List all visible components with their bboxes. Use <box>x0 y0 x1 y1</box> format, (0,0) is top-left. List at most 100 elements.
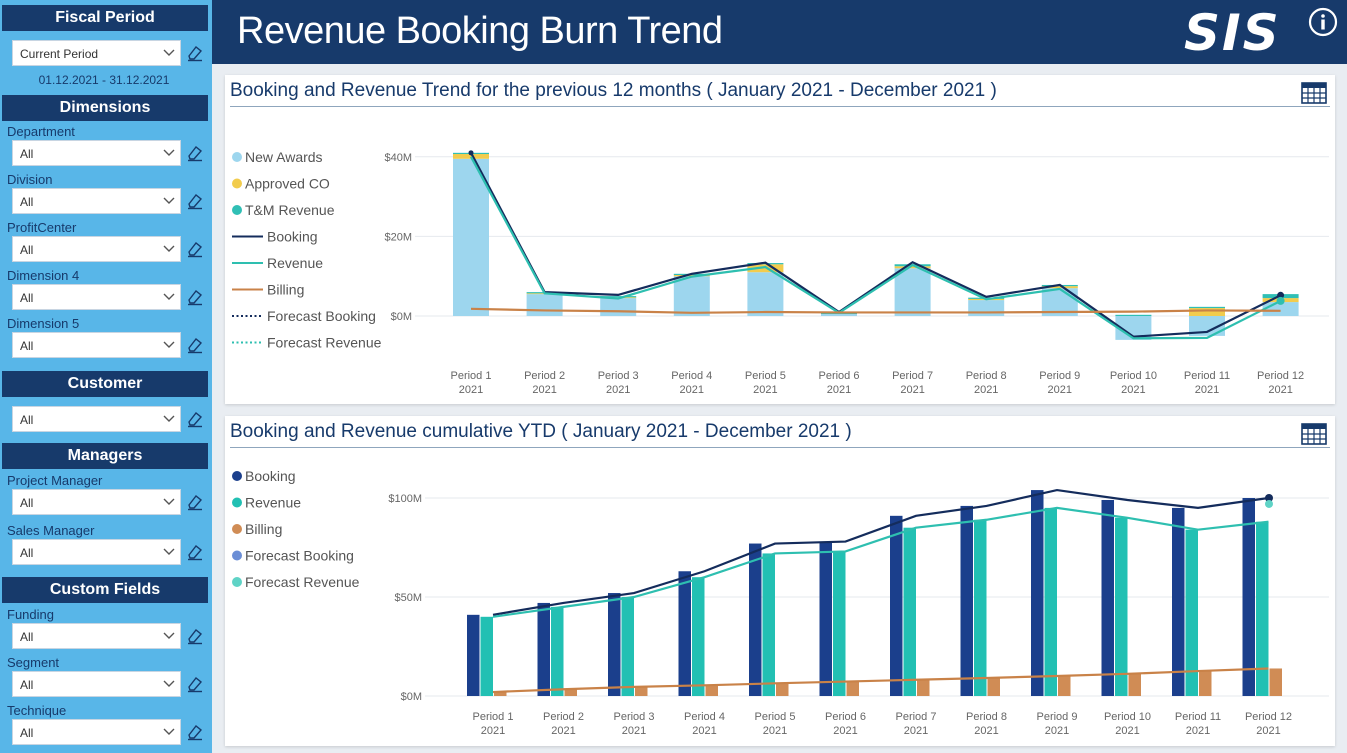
bar-booking <box>1031 490 1044 696</box>
bar-new-awards <box>821 314 857 316</box>
clear-filter-eraser-icon[interactable] <box>186 627 204 645</box>
legend-forecast-booking: Forecast Booking <box>267 308 376 324</box>
legend-approved-co: Approved CO <box>245 176 330 192</box>
x-tick-label: Period 8 <box>966 370 1007 382</box>
page-title: Revenue Booking Burn Trend <box>237 10 723 52</box>
x-tick-label: Period 8 <box>966 711 1007 723</box>
clear-filter-eraser-icon[interactable] <box>186 493 204 511</box>
legend-forecast-booking: Forecast Booking <box>245 548 354 564</box>
line-revenue <box>470 156 1282 340</box>
segment-dropdown[interactable]: All <box>12 671 181 697</box>
bar-approved-co <box>1041 286 1078 289</box>
bar-t-m-revenue <box>1115 314 1152 316</box>
bar-booking <box>1101 499 1114 696</box>
x-tick-label: 2021 <box>692 725 716 737</box>
x-tick-label: Period 7 <box>896 711 937 723</box>
booking-point <box>1277 291 1285 299</box>
project-manager-dropdown[interactable]: All <box>12 489 181 515</box>
line-booking <box>470 152 1282 338</box>
x-tick-label: 2021 <box>1268 384 1292 396</box>
bar-billing <box>1128 673 1141 696</box>
clear-filter-eraser-icon[interactable] <box>186 288 204 306</box>
page-header: Revenue Booking Burn Trend SIS <box>212 0 1347 64</box>
bar-booking <box>819 541 832 696</box>
profitcenter-dropdown[interactable]: All <box>12 236 181 262</box>
legend-marker <box>232 471 242 481</box>
x-tick-label: Period 6 <box>825 711 866 723</box>
bar-booking <box>1172 507 1185 696</box>
bar-booking <box>960 505 973 696</box>
chevron-down-icon <box>163 415 175 422</box>
legend-booking: Booking <box>245 468 296 484</box>
y-tick-label: $100M <box>388 493 422 505</box>
sales-manager-dropdown[interactable]: All <box>12 539 181 565</box>
x-tick-label: Period 3 <box>614 711 655 723</box>
clear-filter-eraser-icon[interactable] <box>186 144 204 162</box>
dimension-4-label: Dimension 4 <box>7 268 80 283</box>
department-dropdown[interactable]: All <box>12 140 181 166</box>
info-circle-icon[interactable] <box>1308 7 1338 37</box>
x-tick-label: 2021 <box>532 384 556 396</box>
legend-booking: Booking <box>267 229 318 245</box>
legend-forecast-revenue: Forecast Revenue <box>267 335 382 351</box>
chevron-down-icon <box>163 498 175 505</box>
chevron-down-icon <box>163 632 175 639</box>
x-tick-label: Period 12 <box>1257 370 1304 382</box>
bar-booking <box>467 614 480 696</box>
bar-billing <box>846 681 859 696</box>
technique-dropdown[interactable]: All <box>12 719 181 745</box>
x-tick-label: 2021 <box>1256 725 1280 737</box>
clear-filter-eraser-icon[interactable] <box>186 675 204 693</box>
bar-revenue <box>551 606 564 696</box>
x-tick-label: 2021 <box>1195 384 1219 396</box>
bar-approved-co <box>1189 308 1225 316</box>
clear-filter-eraser-icon[interactable] <box>186 336 204 354</box>
x-tick-label: 2021 <box>974 384 998 396</box>
x-tick-label: 2021 <box>1121 384 1145 396</box>
division-dropdown[interactable]: All <box>12 188 181 214</box>
bar-revenue <box>1044 507 1057 696</box>
bar-billing <box>1058 676 1071 696</box>
x-tick-label: 2021 <box>1045 725 1069 737</box>
x-tick-label: Period 1 <box>451 370 492 382</box>
clear-filter-eraser-icon[interactable] <box>186 192 204 210</box>
customer-value: All <box>20 413 34 427</box>
x-tick-label: 2021 <box>900 384 924 396</box>
clear-filter-eraser-icon[interactable] <box>186 410 204 428</box>
fiscal-period-dropdown[interactable]: Current Period <box>12 40 181 66</box>
funding-dropdown[interactable]: All <box>12 623 181 649</box>
x-tick-label: Period 5 <box>755 711 796 723</box>
department-value: All <box>20 147 34 161</box>
legend-marker <box>232 524 242 534</box>
dimension-4-value: All <box>20 291 34 305</box>
revenue-point <box>1276 296 1285 305</box>
legend-marker <box>232 205 242 215</box>
legend-new-awards: New Awards <box>245 149 323 165</box>
department-label: Department <box>7 124 75 139</box>
customer-heading: Customer <box>2 371 208 397</box>
bar-new-awards <box>453 158 489 316</box>
bar-revenue <box>1115 517 1128 696</box>
bar-revenue <box>762 553 775 696</box>
clear-filter-eraser-icon[interactable] <box>186 543 204 561</box>
x-tick-label: Period 1 <box>473 711 514 723</box>
bar-billing <box>917 679 930 696</box>
clear-filter-eraser-icon[interactable] <box>186 44 204 62</box>
bar-t-m-revenue <box>1189 306 1225 309</box>
line-billing <box>492 667 1269 694</box>
clear-filter-eraser-icon[interactable] <box>186 723 204 741</box>
fiscal-period-value: Current Period <box>20 47 99 61</box>
x-tick-label: 2021 <box>1048 384 1072 396</box>
custom-fields-heading: Custom Fields <box>2 577 208 603</box>
x-tick-label: Period 6 <box>819 370 860 382</box>
clear-filter-eraser-icon[interactable] <box>186 240 204 258</box>
x-tick-label: Period 7 <box>892 370 933 382</box>
dimension-5-dropdown[interactable]: All <box>12 332 181 358</box>
customer-dropdown[interactable]: All <box>12 406 181 432</box>
dimension-4-dropdown[interactable]: All <box>12 284 181 310</box>
table-view-icon[interactable] <box>1301 82 1327 104</box>
table-view-icon[interactable] <box>1301 423 1327 445</box>
bar-revenue <box>974 519 987 696</box>
line-billing <box>470 307 1281 314</box>
bar-new-awards <box>1115 316 1152 340</box>
